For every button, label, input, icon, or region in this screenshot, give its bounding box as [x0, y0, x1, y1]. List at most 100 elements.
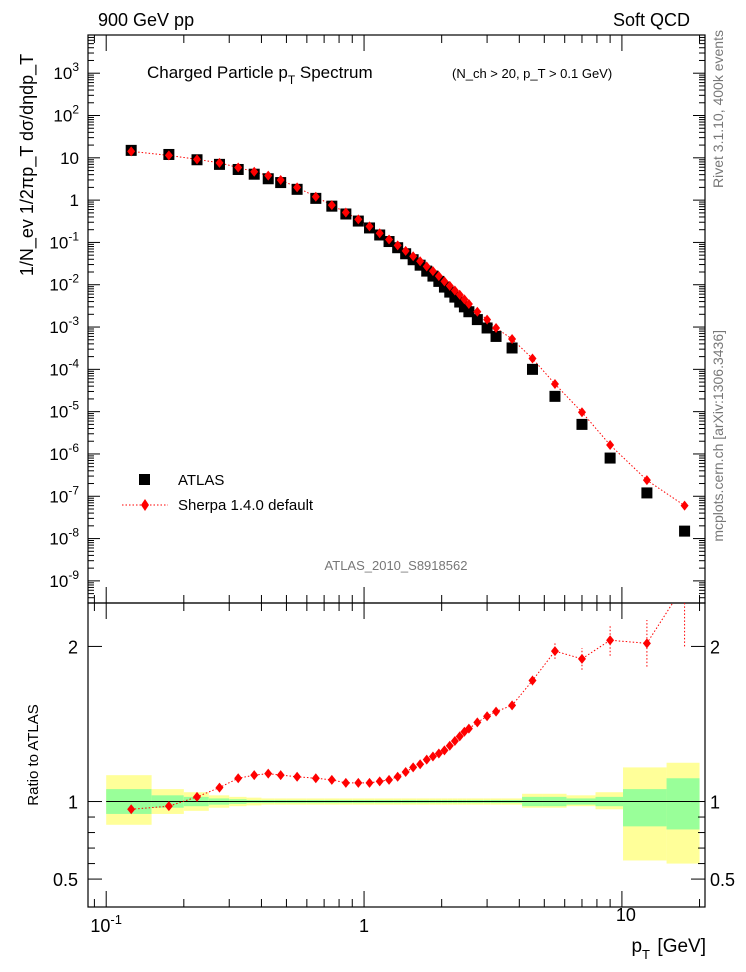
- legend-atlas-label: ATLAS: [178, 472, 224, 489]
- ratio-point: [409, 762, 418, 773]
- ratio-point: [473, 717, 482, 728]
- chart-title-subscript: T: [288, 73, 296, 87]
- ratio-point: [293, 771, 302, 782]
- main-y-tick-label: 103: [53, 60, 79, 83]
- atlas-point: [549, 390, 561, 402]
- sherpa-point: [440, 276, 449, 287]
- header-category-label: Soft QCD: [613, 10, 690, 30]
- main-plot-frame: [87, 34, 706, 604]
- ratio-point: [464, 723, 473, 734]
- legend-sherpa-marker: [141, 499, 149, 511]
- main-y-tick-label: 10-2: [49, 272, 79, 295]
- sherpa-point: [193, 154, 202, 165]
- x-axis-label-p: p: [631, 936, 642, 957]
- ratio-point: [234, 773, 243, 784]
- main-y-tick-label: 10-5: [49, 399, 79, 422]
- main-y-tick-label: 102: [53, 103, 79, 126]
- ratio-point: [445, 740, 454, 751]
- main-y-ticks: 10310210110-110-210-310-410-510-610-710-…: [49, 34, 705, 604]
- atlas-point: [471, 314, 483, 326]
- ratio-point: [422, 754, 431, 765]
- ratio-y-tick-label-right: 1: [710, 793, 720, 813]
- ratio-point: [483, 711, 492, 722]
- ratio-x-ticks: [93, 603, 701, 907]
- ratio-point: [215, 782, 224, 793]
- ratio-point: [440, 745, 449, 756]
- ratio-point: [311, 773, 320, 784]
- main-y-tick-label: 10-9: [49, 568, 79, 591]
- legend-atlas-marker: [139, 474, 150, 485]
- ratio-uncertainty-bands: [106, 762, 700, 864]
- sherpa-point: [354, 214, 363, 225]
- sherpa-point: [606, 439, 615, 450]
- ratio-point: [642, 638, 651, 649]
- ratio-point: [250, 770, 259, 781]
- main-y-tick-label: 10: [60, 149, 79, 168]
- ratio-point: [401, 767, 410, 778]
- chart-title-rest: Spectrum: [295, 63, 372, 82]
- sherpa-point: [234, 162, 243, 173]
- ratio-point: [375, 776, 384, 787]
- ratio-y-ticks: 0.5 0.5 1 1 2 2: [53, 637, 735, 890]
- ratio-point: [681, 579, 689, 589]
- ratio-point: [550, 646, 559, 657]
- ratio-point: [276, 770, 285, 781]
- ratio-y-tick-label: 2: [68, 637, 78, 657]
- sherpa-point: [341, 207, 350, 218]
- sherpa-point: [264, 170, 273, 181]
- x-tick-labels: 10-1 1 10: [90, 905, 636, 936]
- ratio-plot-frame: [87, 602, 706, 908]
- ratio-point: [508, 700, 517, 711]
- sherpa-point: [483, 314, 492, 325]
- sherpa-point: [455, 289, 464, 300]
- main-y-tick-label: 10-7: [49, 483, 79, 506]
- rivet-version-label: Rivet 3.1.10, 400k events: [710, 30, 726, 188]
- ratio-y-tick-label-right: 0.5: [710, 870, 735, 890]
- ratio-y-tick-label: 0.5: [53, 870, 78, 890]
- ratio-point: [164, 801, 173, 812]
- ratio-point: [193, 791, 202, 802]
- ratio-panel: 0.5 0.5 1 1 2 2 Ratio to ATLAS: [25, 579, 735, 908]
- atlas-point: [641, 487, 653, 499]
- sherpa-point: [492, 322, 501, 333]
- main-y-tick-label: 10-4: [49, 356, 79, 379]
- analysis-watermark: ATLAS_2010_S8918562: [325, 558, 468, 573]
- main-y-tick-label: 10-8: [49, 526, 79, 549]
- x-axis-label: pT: [631, 936, 650, 962]
- sherpa-point: [428, 266, 437, 277]
- sherpa-point: [508, 334, 517, 345]
- header-energy-label: 900 GeV pp: [98, 10, 194, 30]
- sherpa-point: [393, 240, 402, 251]
- ratio-point: [341, 777, 350, 788]
- sherpa-point: [450, 285, 459, 296]
- atlas-point: [679, 525, 691, 537]
- ratio-point: [416, 759, 425, 770]
- ratio-green-band: [666, 778, 700, 830]
- sherpa-point: [680, 500, 689, 511]
- sherpa-point: [473, 306, 482, 317]
- ratio-point: [393, 771, 402, 782]
- ratio-series-layer: [127, 579, 689, 815]
- main-x-ticks: [93, 35, 701, 603]
- atlas-point: [576, 418, 588, 430]
- ratio-point: [434, 748, 443, 759]
- mcplots-label: mcplots.cern.ch [arXiv:1306.3436]: [710, 330, 726, 542]
- ratio-point: [385, 774, 394, 785]
- ratio-point: [606, 635, 615, 646]
- x-tick-label: 1: [359, 916, 369, 936]
- atlas-point: [463, 306, 475, 318]
- chart-title: Charged Particle pT Spectrum: [147, 63, 373, 87]
- atlas-point: [604, 452, 616, 464]
- sherpa-point: [293, 182, 302, 193]
- sherpa-point: [577, 407, 586, 418]
- sherpa-point: [409, 251, 418, 262]
- sherpa-point: [422, 261, 431, 272]
- ratio-point: [327, 774, 336, 785]
- chart-title-main: Charged Particle p: [147, 63, 288, 82]
- ratio-point: [354, 777, 363, 788]
- sherpa-point: [127, 146, 136, 157]
- x-tick-label: 10: [616, 905, 636, 925]
- sherpa-point: [460, 294, 469, 305]
- x-axis-label-unit: [GeV]: [657, 936, 706, 957]
- legend: ATLAS Sherpa 1.4.0 default: [122, 472, 314, 514]
